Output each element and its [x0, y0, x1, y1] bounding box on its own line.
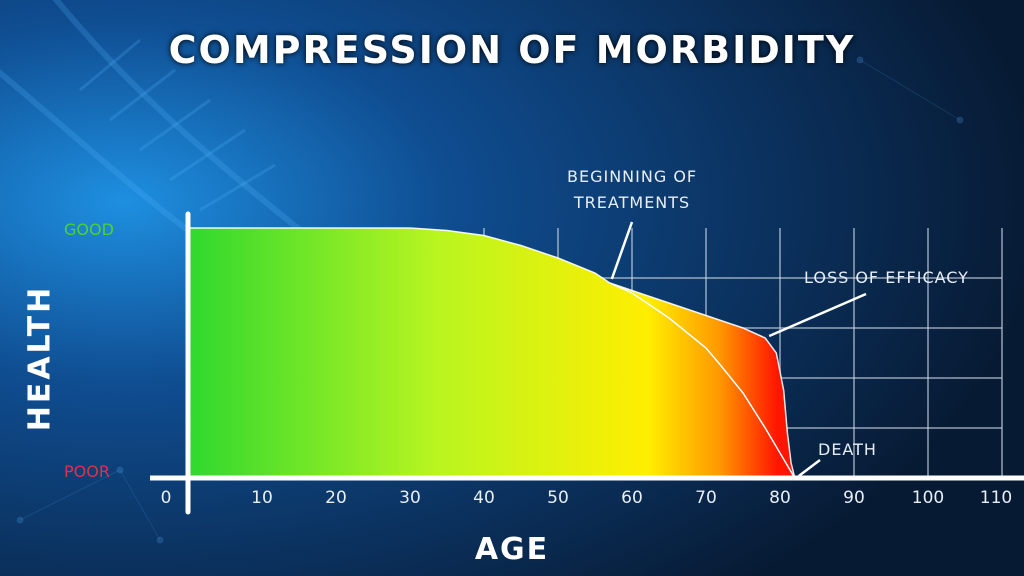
annotation-line: LOSS OF EFFICACY [804, 268, 969, 287]
x-axis-label: AGE [474, 532, 550, 567]
annotation-beginning-of-treatments: BEGINNING OF TREATMENTS [567, 164, 697, 216]
x-tick-label: 10 [251, 488, 273, 508]
health-curve-with-treatment [188, 227, 796, 479]
health-curve-without-treatment [609, 282, 796, 479]
annotation-line: BEGINNING OF [567, 167, 698, 186]
x-tick-label: 50 [547, 488, 569, 508]
health-area-with-treatment [188, 228, 795, 478]
annotation-line: DEATH [818, 440, 877, 459]
y-level-good: GOOD [64, 220, 114, 239]
chart-plot-area [188, 227, 796, 479]
x-tick-label: 100 [911, 488, 945, 508]
chart-title: COMPRESSION OF MORBIDITY [168, 28, 856, 72]
x-tick-label: 90 [843, 488, 865, 508]
x-tick-label: 40 [473, 488, 495, 508]
x-tick-label: 60 [621, 488, 643, 508]
x-tick-label: 110 [979, 488, 1013, 508]
annotation-line: TREATMENTS [573, 193, 691, 212]
annotation-death: DEATH [818, 440, 877, 459]
chart-axes [150, 211, 1024, 515]
x-tick-label: 70 [695, 488, 717, 508]
x-tick-label: 80 [769, 488, 791, 508]
annotation-loss-of-efficacy: LOSS OF EFFICACY [804, 268, 969, 287]
x-tick-label: 30 [399, 488, 421, 508]
leader-beginning-of-treatments [610, 221, 634, 280]
network-decoration [16, 56, 964, 544]
y-level-poor: POOR [64, 462, 110, 481]
x-tick-label: 20 [325, 488, 347, 508]
y-axis-label: HEALTH [22, 284, 58, 432]
x-tick-label: 0 [160, 488, 172, 508]
leader-loss-of-efficacy [768, 292, 867, 338]
annotation-leaders [610, 221, 867, 477]
leader-death [798, 459, 821, 477]
